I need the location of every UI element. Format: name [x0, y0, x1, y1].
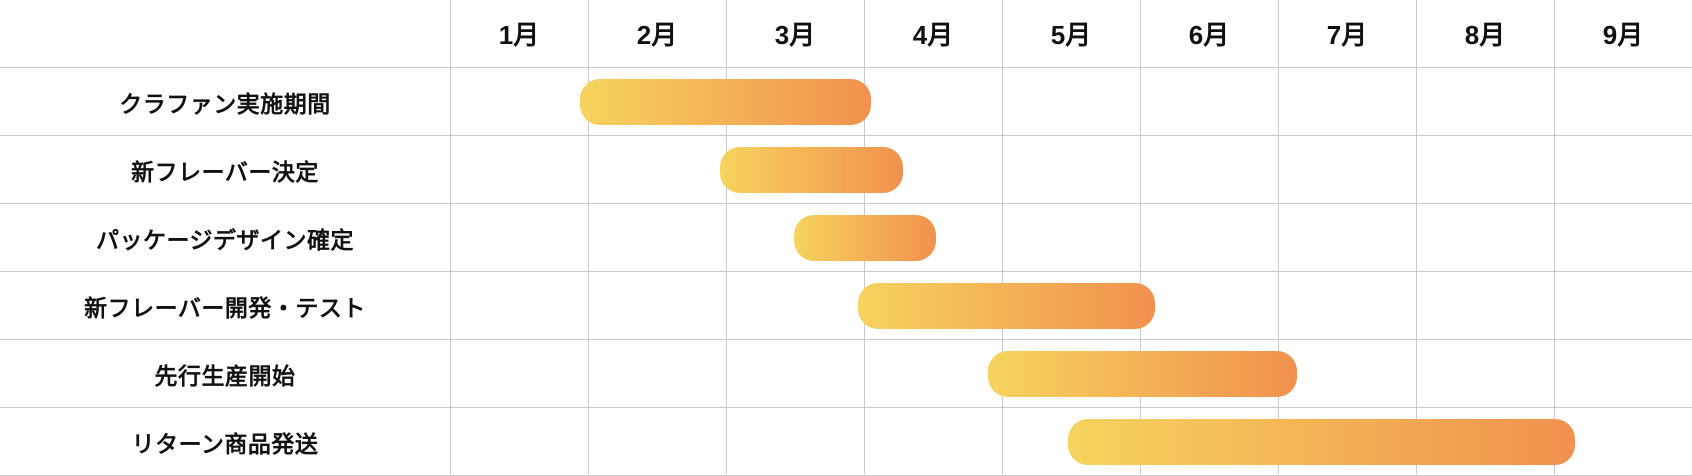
task-row: リターン商品発送: [0, 408, 1692, 476]
gantt-bar: [1068, 419, 1575, 465]
task-label: リターン商品発送: [131, 430, 319, 457]
task-label: 先行生産開始: [154, 362, 296, 389]
gridline-vertical: [1278, 0, 1279, 474]
task-row: 先行生産開始: [0, 340, 1692, 408]
month-header-row: 1月 2月 3月 4月 5月 6月 7月 8月 9月: [0, 0, 1692, 68]
month-header-jun: 6月: [1188, 20, 1230, 50]
task-label: クラファン実施期間: [119, 90, 331, 117]
gridline-vertical: [1554, 0, 1555, 474]
month-header-may: 5月: [1050, 20, 1092, 50]
month-header-jan: 1月: [498, 20, 540, 50]
gridline-vertical: [588, 0, 589, 474]
task-label: パッケージデザイン確定: [95, 226, 355, 253]
month-header-mar: 3月: [774, 20, 816, 50]
task-row: 新フレーバー開発・テスト: [0, 272, 1692, 340]
gridline-vertical: [726, 0, 727, 474]
month-header-feb: 2月: [636, 20, 678, 50]
gantt-bar: [858, 283, 1156, 329]
gantt-bar: [720, 147, 903, 193]
task-row: クラファン実施期間: [0, 68, 1692, 136]
task-label: 新フレーバー開発・テスト: [84, 294, 366, 321]
gantt-bar: [793, 215, 936, 261]
task-row: パッケージデザイン確定: [0, 204, 1692, 272]
header-spacer: [0, 0, 450, 67]
gridline-vertical: [1002, 0, 1003, 474]
gridline-vertical: [450, 0, 451, 474]
task-row: 新フレーバー決定: [0, 136, 1692, 204]
month-header-sep: 9月: [1602, 20, 1644, 50]
month-header-aug: 8月: [1464, 20, 1506, 50]
gantt-bar: [579, 79, 871, 125]
gantt-bar: [988, 351, 1298, 397]
task-label: 新フレーバー決定: [131, 158, 319, 185]
gridline-vertical: [1416, 0, 1417, 474]
month-header-apr: 4月: [912, 20, 954, 50]
gridline-vertical: [1140, 0, 1141, 474]
month-header-jul: 7月: [1326, 20, 1368, 50]
